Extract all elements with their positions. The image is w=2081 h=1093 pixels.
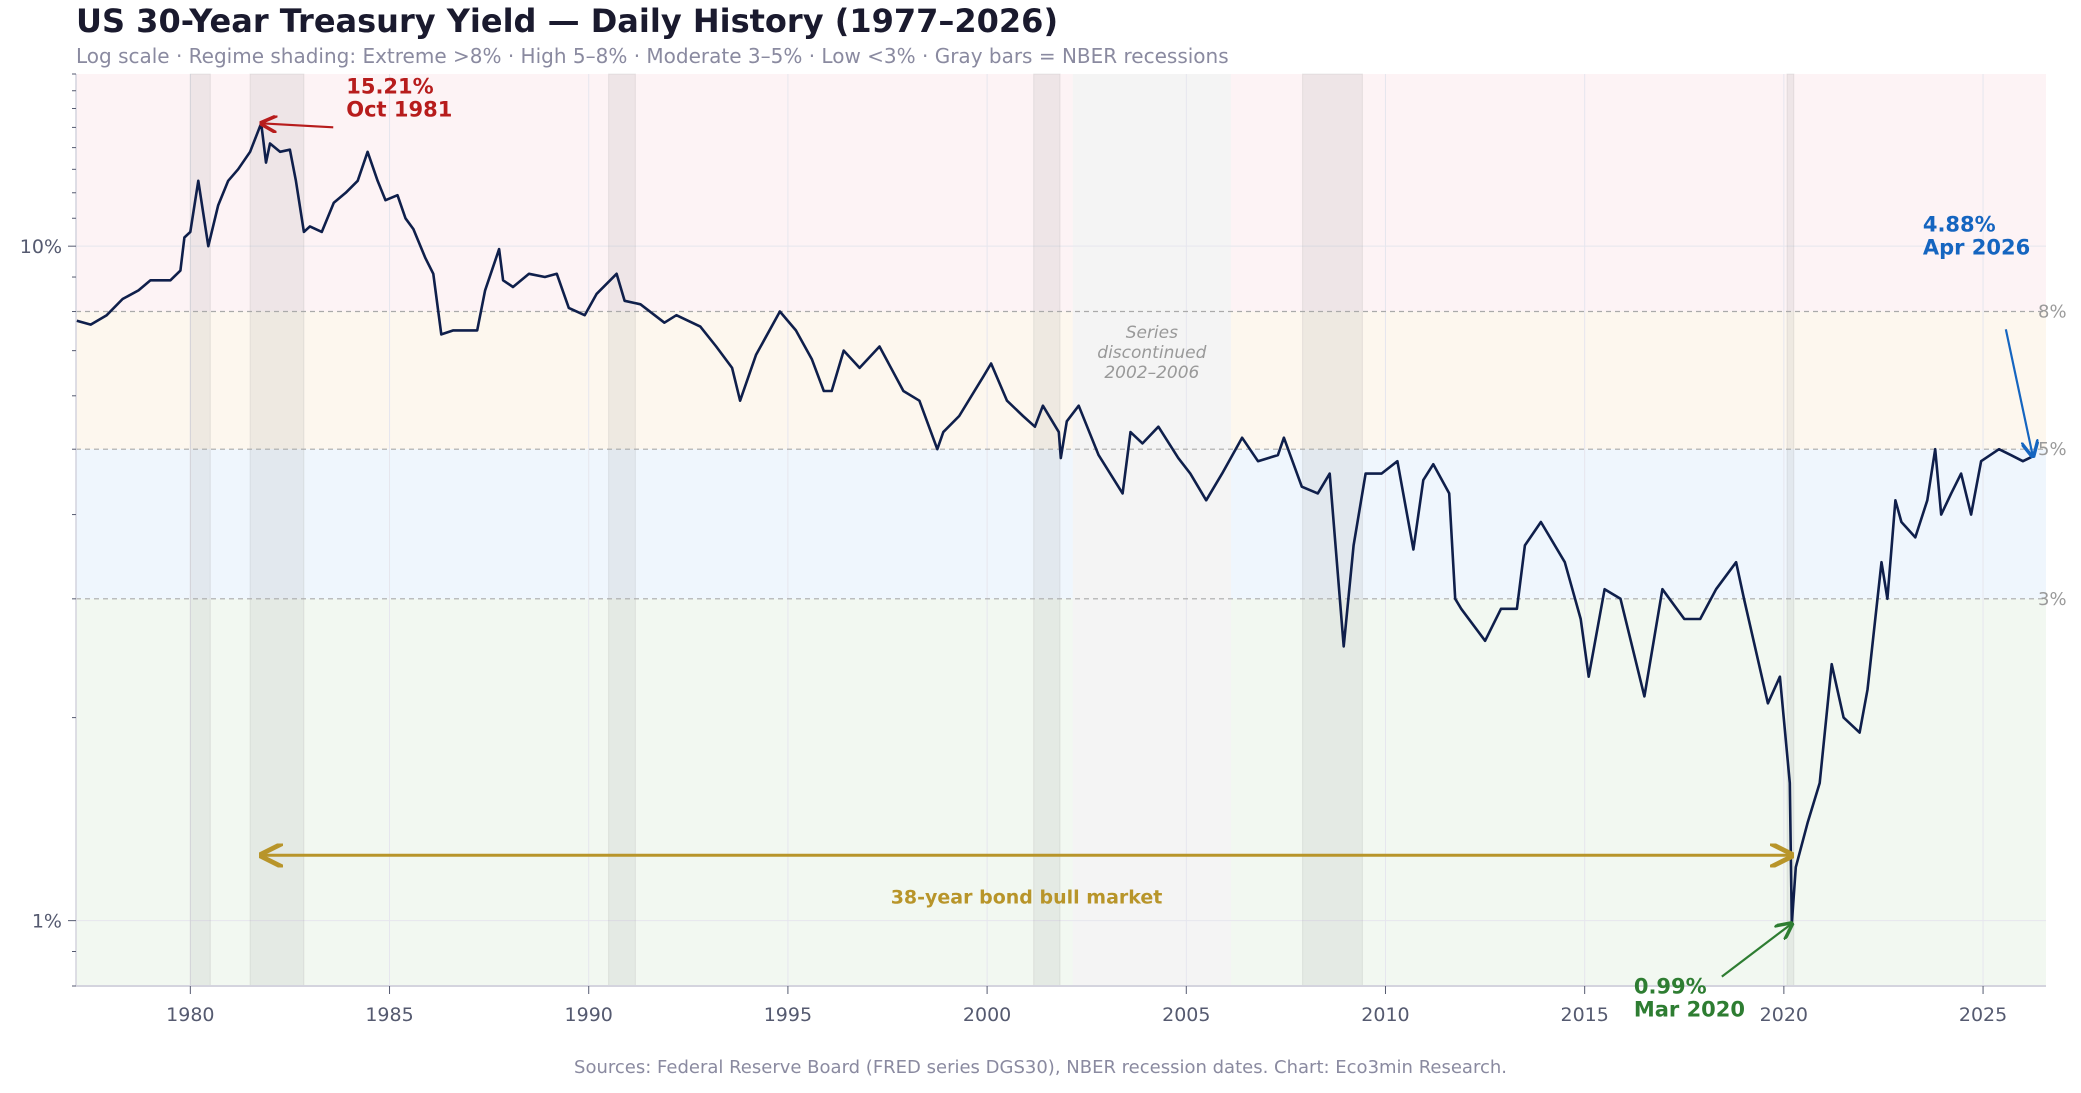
discontinued-label: 2002–2006 (1104, 363, 1199, 383)
x-tick-label: 1980 (166, 1004, 214, 1026)
annotation-trough-text: Mar 2020 (1634, 998, 1745, 1022)
x-tick-label: 2005 (1162, 1004, 1210, 1026)
chart-title: US 30-Year Treasury Yield — Daily Histor… (76, 2, 1059, 40)
x-tick-label: 1995 (764, 1004, 812, 1026)
recession-bar (608, 73, 636, 987)
threshold-label: 5% (2038, 439, 2067, 460)
annotation-arrow-peak (261, 123, 334, 127)
discontinued-region (1072, 74, 1231, 986)
threshold-label: 3% (2038, 589, 2067, 610)
annotation-latest-text: Apr 2026 (1923, 235, 2030, 259)
x-tick-label: 2020 (1760, 1004, 1808, 1026)
annotation-latest-text: 4.88% (1923, 212, 1996, 236)
y-tick-label: 10% (20, 236, 62, 258)
recession-bar (1033, 73, 1061, 987)
annotation-trough-text: 0.99% (1634, 975, 1707, 999)
x-tick-label: 2025 (1959, 1004, 2007, 1026)
annotation-arrow-latest (2004, 329, 2033, 456)
annotation-peak-text: Oct 1981 (346, 97, 452, 121)
recession-bar (249, 73, 305, 987)
x-tick-label: 1985 (365, 1004, 413, 1026)
chart-subtitle: Log scale · Regime shading: Extreme >8% … (76, 44, 1229, 68)
threshold-label: 8% (2038, 302, 2067, 323)
annotation-arrow-trough (1721, 924, 1792, 978)
discontinued-label: Series (1126, 323, 1178, 343)
x-tick-label: 1990 (565, 1004, 613, 1026)
y-tick-label: 1% (32, 911, 62, 933)
x-tick-label: 2010 (1361, 1004, 1409, 1026)
source-note: Sources: Federal Reserve Board (FRED ser… (574, 1057, 1507, 1078)
regime-band-low (76, 598, 2046, 986)
bull-market-label: 38-year bond bull market (891, 886, 1163, 908)
annotation-peak-text: 15.21% (346, 74, 433, 98)
regime-band-moderate (76, 449, 2046, 599)
x-tick-label: 2015 (1560, 1004, 1608, 1026)
recession-bar (1302, 73, 1363, 987)
x-tick-label: 2000 (963, 1004, 1011, 1026)
regime-band-high (76, 311, 2046, 450)
yield-line (76, 122, 2034, 925)
regime-band-extreme (76, 74, 2046, 312)
discontinued-label: discontinued (1097, 343, 1206, 363)
